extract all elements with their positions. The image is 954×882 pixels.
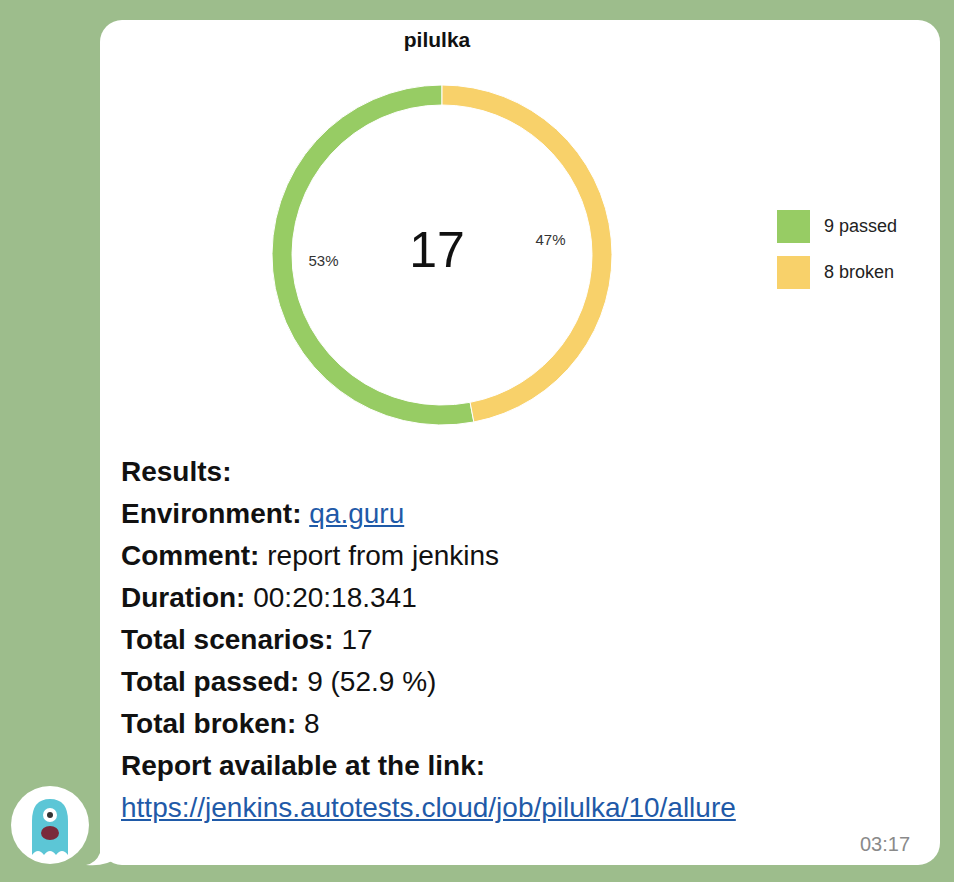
svg-text:53%: 53% — [308, 252, 338, 269]
html-text:https://jenkins.autotests.clou: https://jenkins.autotests.cloud/job/pilu… — [121, 792, 736, 823]
html-text:Duration: 00:20:18.341: Duration: 00:20:18.341 — [121, 582, 417, 613]
html-text:8 broken: 8 broken — [824, 262, 895, 282]
svg-text:17: 17 — [409, 222, 465, 278]
html-text:Total scenarios: 17: Total scenarios: 17 — [121, 624, 373, 655]
html-text:Total passed: 9 (52.9 %): Total passed: 9 (52.9 %) — [121, 666, 437, 697]
html-text:Total broken: 8: Total broken: 8 — [121, 708, 320, 739]
html-text:03:17: 03:17 — [860, 833, 911, 855]
html-text:Report available at the link:: Report available at the link: — [121, 750, 486, 781]
html-text:pilulka: pilulka — [403, 28, 471, 51]
html-text:Environment: qa.guru: Environment: qa.guru — [121, 498, 405, 529]
svg-text:47%: 47% — [535, 231, 565, 248]
html-text:9 passed: 9 passed — [824, 216, 898, 236]
html-text:Comment: report from jenkins: Comment: report from jenkins — [121, 540, 500, 571]
html-text:Results:: Results: — [121, 456, 232, 487]
